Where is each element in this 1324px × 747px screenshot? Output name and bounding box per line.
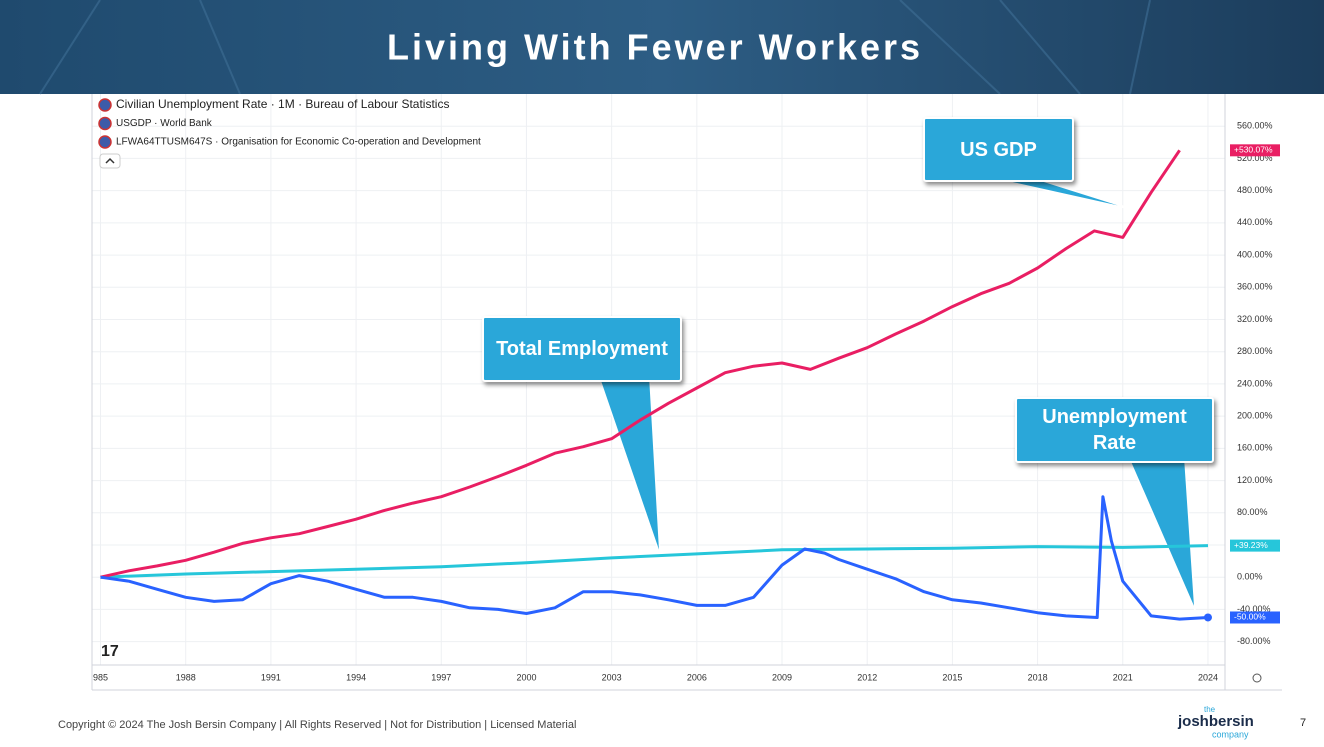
- legend-label: LFWA64TTUSM647S · Organisation for Econo…: [116, 137, 481, 148]
- logo-top: the: [1204, 705, 1216, 714]
- callout: US GDP: [923, 117, 1074, 182]
- x-tick-label: 2006: [687, 672, 707, 682]
- series-line: [100, 495, 1209, 621]
- y-tick-label: -80.00%: [1237, 636, 1271, 646]
- legend-label: Civilian Unemployment Rate · 1M · Bureau…: [116, 97, 449, 111]
- collapse-button[interactable]: [99, 153, 121, 169]
- logo-bottom: company: [1212, 729, 1249, 739]
- y-tick-label: 320.00%: [1237, 314, 1273, 324]
- x-tick-label: 985: [93, 672, 108, 682]
- y-tick-label: 240.00%: [1237, 378, 1273, 388]
- collapse-icon: [105, 157, 115, 164]
- y-tick-label: 0.00%: [1237, 572, 1263, 582]
- y-tick-label: 440.00%: [1237, 217, 1273, 227]
- copyright: Copyright © 2024 The Josh Bersin Company…: [58, 719, 576, 731]
- x-tick-label: 2009: [772, 672, 792, 682]
- x-tick-label: 1994: [346, 672, 366, 682]
- y-tick-label: 80.00%: [1237, 507, 1268, 517]
- legend-flag: [98, 135, 112, 149]
- header-decor: [39, 0, 1151, 95]
- x-tick-label: 1997: [431, 672, 451, 682]
- last-value-label: +39.23%: [1234, 540, 1268, 550]
- x-tick-label: 2012: [857, 672, 877, 682]
- title: Living With Fewer Workers: [387, 27, 923, 68]
- series-line: [100, 149, 1181, 579]
- x-tick-label: 1988: [176, 672, 196, 682]
- y-tick-label: 160.00%: [1237, 443, 1273, 453]
- y-tick-label: 400.00%: [1237, 249, 1273, 259]
- last-value-tag: [1230, 144, 1280, 157]
- x-tick-label: 2018: [1028, 672, 1048, 682]
- x-tick-label: 2003: [602, 672, 622, 682]
- x-tick-label: 2015: [942, 672, 962, 682]
- callout: Unemployment Rate: [1015, 397, 1214, 463]
- y-tick-label: 520.00%: [1237, 153, 1273, 163]
- series-line: [100, 544, 1209, 579]
- y-tick-label: 280.00%: [1237, 346, 1273, 356]
- page-number: 7: [1300, 717, 1306, 729]
- x-tick-label: 1991: [261, 672, 281, 682]
- y-tick-label: 560.00%: [1237, 121, 1273, 131]
- y-tick-label: 200.00%: [1237, 411, 1273, 421]
- y-tick-label: 480.00%: [1237, 185, 1273, 195]
- legend-label: USGDP · World Bank: [116, 118, 213, 129]
- callout: Total Employment: [482, 316, 682, 382]
- last-value-tag: [1230, 611, 1280, 624]
- y-tick-label: 120.00%: [1237, 475, 1273, 485]
- last-value-label: +530.07%: [1234, 145, 1273, 155]
- last-point: [1203, 613, 1212, 622]
- settings-icon[interactable]: [1252, 673, 1262, 683]
- logo-main: joshbersin: [1177, 713, 1254, 730]
- legend-flag: [98, 98, 112, 112]
- last-value-tag: [1230, 539, 1280, 552]
- x-tick-label: 2024: [1198, 672, 1218, 682]
- x-tick-label: 2021: [1113, 672, 1133, 682]
- tv-logo: 17: [101, 643, 119, 660]
- last-value-label: -50.00%: [1234, 612, 1266, 622]
- x-tick-label: 2000: [516, 672, 536, 682]
- y-tick-label: 360.00%: [1237, 282, 1273, 292]
- y-tick-label: -40.00%: [1237, 604, 1271, 614]
- legend-flag: [98, 116, 112, 131]
